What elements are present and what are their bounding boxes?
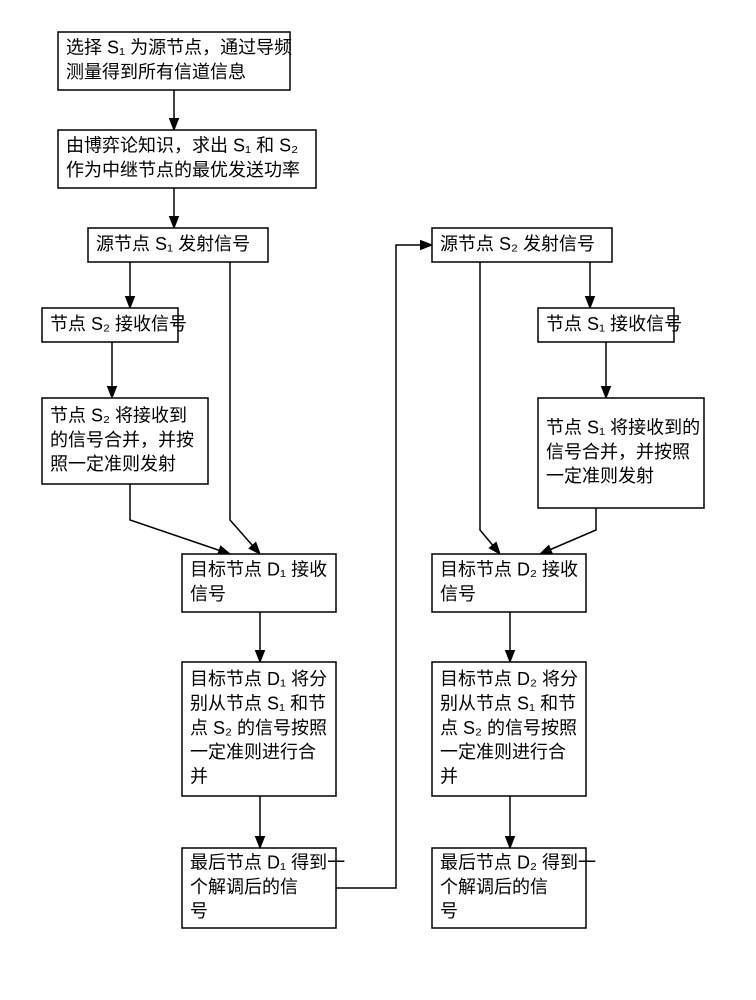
node-text: 别从节点 S₁ 和节 — [190, 693, 326, 713]
node-text: 目标节点 D₁ 接收 — [190, 560, 327, 580]
node-text: 测量得到所有信道信息 — [66, 62, 246, 82]
flow-edge-e5 — [130, 484, 230, 554]
node-text: 节点 S₂ 接收信号 — [50, 314, 187, 334]
node-text: 节点 S₁ 将接收到的 — [546, 417, 700, 437]
node-text: 目标节点 D₂ 将分 — [440, 669, 578, 689]
flow-node-n6: 目标节点 D₁ 接收信号 — [182, 554, 336, 612]
node-text: 信号 — [190, 584, 226, 604]
flow-node-n9: 源节点 S₂ 发射信号 — [432, 228, 612, 262]
flow-edge-e6 — [230, 262, 260, 554]
node-text: 号 — [190, 901, 208, 921]
node-text: 最后节点 D₁ 得到一 — [190, 852, 345, 872]
node-text: 信号合并，并按照 — [546, 442, 690, 462]
flow-node-n11: 节点 S₁ 将接收到的信号合并，并按照一定准则发射 — [538, 398, 704, 508]
flow-node-n3: 源节点 S₁ 发射信号 — [88, 228, 268, 262]
flow-edge-e9 — [336, 245, 432, 888]
node-text: 节点 S₁ 接收信号 — [546, 314, 682, 334]
node-text: 一定准则进行合 — [440, 742, 566, 762]
node-text: 信号 — [440, 584, 476, 604]
node-text: 点 S₂ 的信号按照 — [440, 718, 577, 738]
node-text: 最后节点 D₂ 得到一 — [440, 852, 596, 872]
node-text: 目标节点 D₁ 将分 — [190, 669, 327, 689]
flow-node-n8: 最后节点 D₁ 得到一个解调后的信号 — [182, 848, 345, 928]
flow-node-n14: 最后节点 D₂ 得到一个解调后的信号 — [432, 848, 596, 928]
node-text: 点 S₂ 的信号按照 — [190, 718, 327, 738]
flow-node-n4: 节点 S₂ 接收信号 — [42, 308, 187, 342]
node-text: 个解调后的信 — [190, 877, 298, 897]
node-text: 一定准则发射 — [546, 466, 654, 486]
node-text: 由博弈论知识，求出 S₁ 和 S₂ — [66, 136, 298, 156]
node-text: 节点 S₂ 将接收到 — [50, 405, 187, 425]
flow-edge-e13 — [480, 262, 500, 554]
node-text: 目标节点 D₂ 接收 — [440, 560, 578, 580]
flow-node-n1: 选择 S₁ 为源节点，通过导频测量得到所有信道信息 — [58, 32, 292, 90]
flow-node-n7: 目标节点 D₁ 将分别从节点 S₁ 和节点 S₂ 的信号按照一定准则进行合并 — [182, 662, 336, 796]
node-text: 个解调后的信 — [440, 877, 548, 897]
node-text: 的信号合并，并按 — [50, 430, 194, 450]
node-text: 源节点 S₂ 发射信号 — [440, 234, 595, 254]
node-text: 并 — [440, 766, 458, 786]
flowchart-canvas: 选择 S₁ 为源节点，通过导频测量得到所有信道信息由博弈论知识，求出 S₁ 和 … — [0, 0, 756, 1000]
nodes-layer: 选择 S₁ 为源节点，通过导频测量得到所有信道信息由博弈论知识，求出 S₁ 和 … — [42, 32, 704, 928]
flow-edge-e12 — [540, 508, 596, 554]
node-text: 别从节点 S₁ 和节 — [440, 693, 576, 713]
node-text: 选择 S₁ 为源节点，通过导频 — [66, 38, 292, 58]
node-text: 并 — [190, 766, 208, 786]
flow-node-n5: 节点 S₂ 将接收到的信号合并，并按照一定准则发射 — [42, 398, 208, 484]
node-text: 源节点 S₁ 发射信号 — [96, 234, 250, 254]
node-text: 号 — [440, 901, 458, 921]
flow-node-n2: 由博弈论知识，求出 S₁ 和 S₂ 作为中继节点的最优发送功率 — [58, 130, 316, 188]
node-text: 一定准则进行合 — [190, 742, 316, 762]
flow-node-n10: 节点 S₁ 接收信号 — [538, 308, 682, 342]
node-text: 作为中继节点的最优发送功率 — [66, 160, 300, 180]
flow-node-n13: 目标节点 D₂ 将分别从节点 S₁ 和节点 S₂ 的信号按照一定准则进行合并 — [432, 662, 586, 796]
flow-node-n12: 目标节点 D₂ 接收信号 — [432, 554, 586, 612]
node-text: 照一定准则发射 — [50, 454, 176, 474]
